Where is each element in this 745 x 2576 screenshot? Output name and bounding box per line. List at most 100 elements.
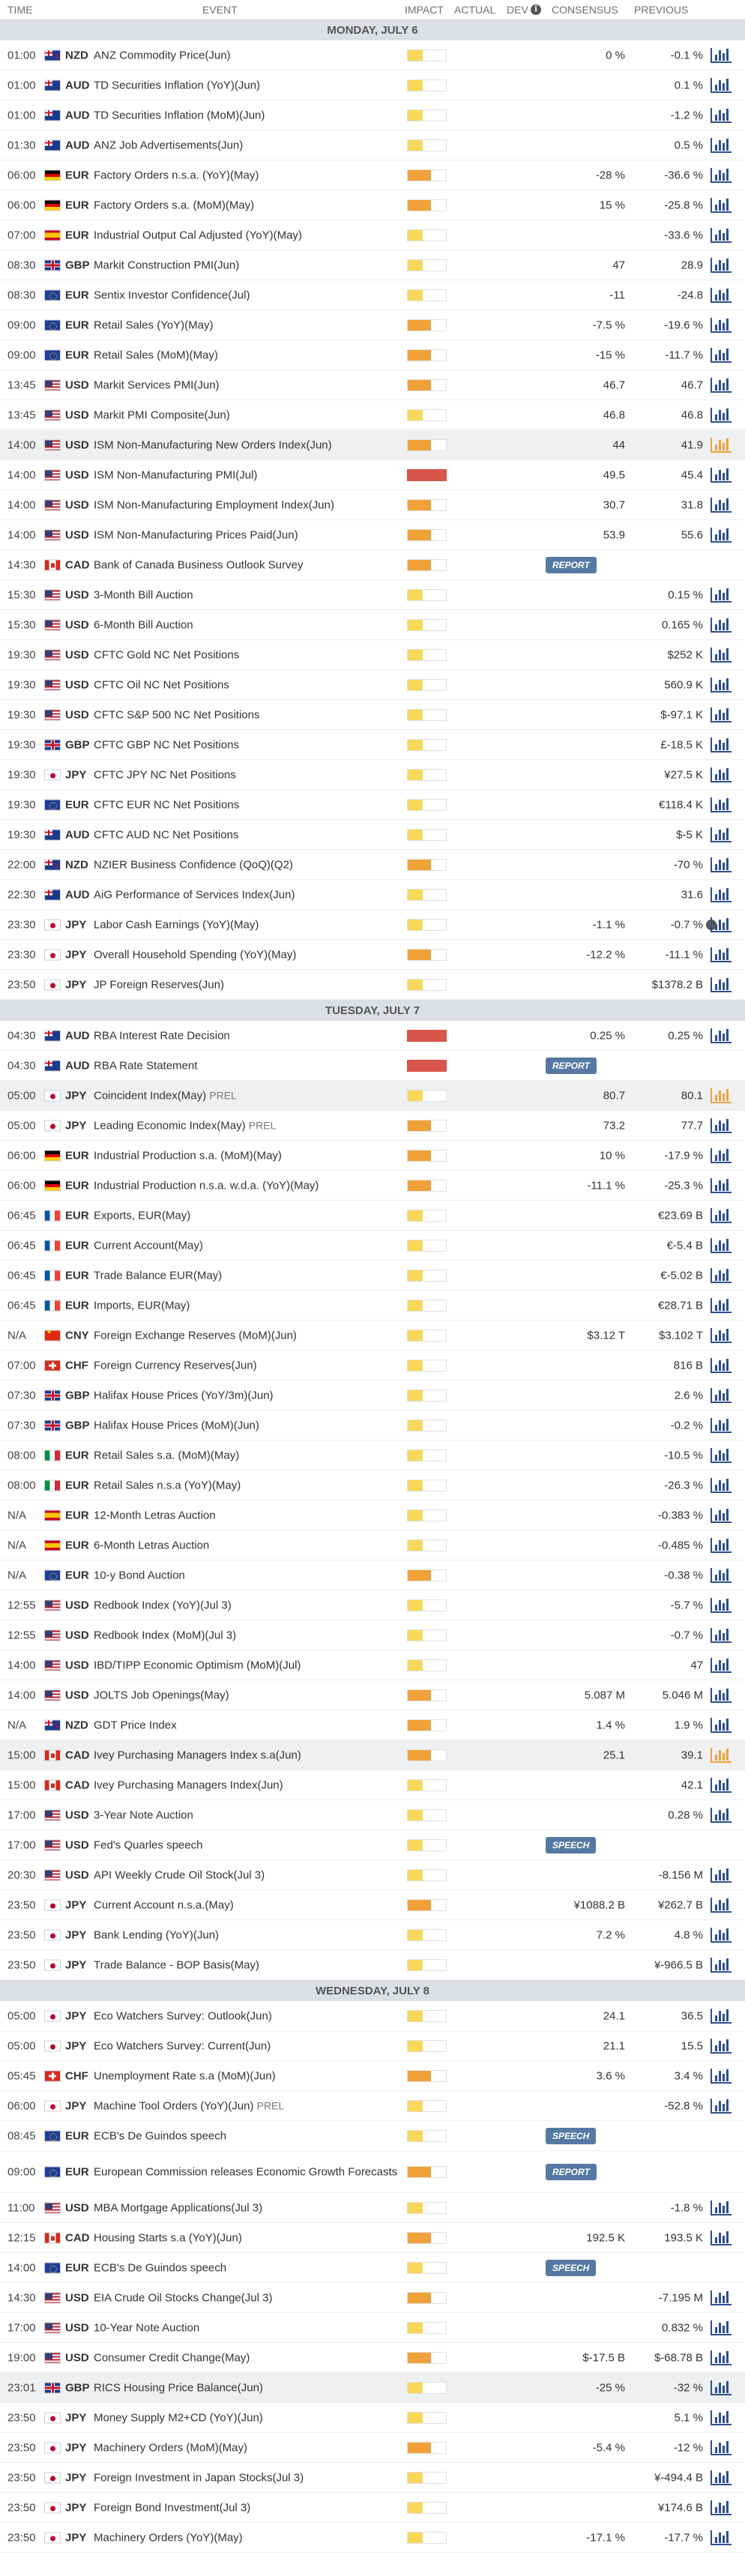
chart-icon[interactable] (710, 647, 732, 663)
event-name[interactable]: CFTC JPY NC Net Positions (94, 767, 401, 782)
event-name[interactable]: Eco Watchers Survey: Current(Jun) (94, 2039, 401, 2053)
event-name[interactable]: Trade Balance - BOP Basis(May) (94, 1958, 401, 1972)
table-row[interactable]: 14:30 USD EIA Crude Oil Stocks Change(Jul … (0, 2283, 745, 2313)
event-name[interactable]: Factory Orders n.s.a. (YoY)(May) (94, 168, 401, 182)
event-name[interactable]: Labor Cash Earnings (YoY)(May) (94, 917, 401, 932)
chart-icon[interactable] (710, 1297, 732, 1314)
table-row[interactable]: 04:30 AUD RBA Interest Rate Decision 0.25 %… (0, 1021, 745, 1051)
chart-icon[interactable] (710, 1627, 732, 1644)
chart-icon[interactable] (710, 137, 732, 154)
event-name[interactable]: Bank Lending (YoY)(Jun) (94, 1928, 401, 1942)
event-name[interactable]: IBD/TIPP Economic Optimism (MoM)(Jul) (94, 1658, 401, 1672)
table-row[interactable]: N/A EUR 12-Month Letras Auction -0.383 % (0, 1500, 745, 1530)
chart-icon[interactable] (710, 2008, 732, 2024)
event-name[interactable]: EIA Crude Oil Stocks Change(Jul 3) (94, 2290, 401, 2305)
event-name[interactable]: Ivey Purchasing Managers Index s.a(Jun) (94, 1748, 401, 1762)
table-row[interactable]: 08:00 EUR Retail Sales n.s.a (YoY)(May) -26… (0, 1471, 745, 1500)
event-name[interactable]: Imports, EUR(May) (94, 1298, 401, 1312)
table-row[interactable]: 23:30 JPY Overall Household Spending (YoY)… (0, 940, 745, 970)
chart-icon[interactable] (710, 1028, 732, 1044)
event-name[interactable]: 3-Year Note Auction (94, 1808, 401, 1822)
table-row[interactable]: 08:45 EUR ECB's De Guindos speech SPEECH (0, 2121, 745, 2151)
chart-icon[interactable] (710, 1867, 732, 1883)
event-name[interactable]: Redbook Index (YoY)(Jul 3) (94, 1598, 401, 1612)
chart-icon[interactable] (710, 677, 732, 693)
table-row[interactable]: 07:00 CHF Foreign Currency Reserves(Jun) 81… (0, 1351, 745, 1381)
table-row[interactable]: 23:50 JPY Machinery Orders (YoY)(May) -17.1… (0, 2523, 745, 2553)
table-row[interactable]: 01:00 AUD TD Securities Inflation (MoM)(Ju… (0, 100, 745, 130)
chart-icon[interactable] (710, 1237, 732, 1254)
event-name[interactable]: RBA Rate Statement (94, 1058, 401, 1073)
event-name[interactable]: Foreign Exchange Reserves (MoM)(Jun) (94, 1328, 401, 1342)
event-name[interactable]: ISM Non-Manufacturing Prices Paid(Jun) (94, 528, 401, 542)
event-name[interactable]: Leading Economic Index(May) PREL (94, 1118, 401, 1132)
table-row[interactable]: 23:50 JPY Trade Balance - BOP Basis(May) ¥-… (0, 1950, 745, 1980)
table-row[interactable]: 19:30 USD CFTC Oil NC Net Positions 560.9 K (0, 670, 745, 700)
table-row[interactable]: N/A CNY Foreign Exchange Reserves (MoM)(Ju… (0, 1321, 745, 1351)
chart-icon[interactable] (710, 587, 732, 603)
table-row[interactable]: 08:30 EUR Sentix Investor Confidence(Jul) -… (0, 280, 745, 310)
table-row[interactable]: 01:00 AUD TD Securities Inflation (YoY)(Ju… (0, 70, 745, 100)
table-row[interactable]: 05:00 JPY Eco Watchers Survey: Current(Jun… (0, 2031, 745, 2061)
chart-icon[interactable] (710, 2200, 732, 2216)
table-row[interactable]: 06:00 EUR Industrial Production n.s.a. w.d… (0, 1171, 745, 1201)
chart-icon[interactable] (710, 2230, 732, 2246)
table-row[interactable]: 06:45 EUR Trade Balance EUR(May) €-5.02 B (0, 1261, 745, 1291)
event-name[interactable]: 6-Month Bill Auction (94, 618, 401, 632)
event-name[interactable]: ISM Non-Manufacturing PMI(Jul) (94, 468, 401, 482)
table-row[interactable]: 19:30 USD CFTC S&P 500 NC Net Positions $-9… (0, 700, 745, 730)
event-name[interactable]: Trade Balance EUR(May) (94, 1268, 401, 1282)
chart-icon[interactable] (710, 467, 732, 483)
table-row[interactable]: 20:30 USD API Weekly Crude Oil Stock(Jul 3… (0, 1860, 745, 1890)
table-row[interactable]: N/A EUR 6-Month Letras Auction -0.485 % (0, 1530, 745, 1560)
speech-badge[interactable]: SPEECH (546, 1836, 597, 1853)
table-row[interactable]: 17:00 USD Fed's Quarles speech SPEECH (0, 1830, 745, 1860)
table-row[interactable]: 08:30 GBP Markit Construction PMI(Jun) 47 28… (0, 250, 745, 280)
table-row[interactable]: 01:00 NZD ANZ Commodity Price(Jun) 0 % -0.1 … (0, 40, 745, 70)
event-name[interactable]: Foreign Currency Reserves(Jun) (94, 1358, 401, 1372)
chart-icon[interactable] (710, 47, 732, 64)
chart-icon[interactable] (710, 2290, 732, 2306)
event-name[interactable]: Foreign Investment in Japan Stocks(Jul 3… (94, 2470, 401, 2485)
event-name[interactable]: Halifax House Prices (YoY/3m)(Jun) (94, 1388, 401, 1402)
table-row[interactable]: 15:30 USD 6-Month Bill Auction 0.165 % (0, 610, 745, 640)
event-name[interactable]: CFTC S&P 500 NC Net Positions (94, 708, 401, 722)
table-row[interactable]: 05:00 JPY Coincident Index(May) PREL 80.7 80… (0, 1081, 745, 1111)
event-name[interactable]: 10-y Bond Auction (94, 1568, 401, 1582)
table-row[interactable]: 23:50 JPY Foreign Investment in Japan Stoc… (0, 2463, 745, 2493)
event-name[interactable]: TD Securities Inflation (YoY)(Jun) (94, 78, 401, 92)
chart-icon[interactable] (710, 1267, 732, 1284)
chart-icon[interactable] (710, 1717, 732, 1734)
table-row[interactable]: 14:00 USD ISM Non-Manufacturing Employment… (0, 490, 745, 520)
chart-icon[interactable] (710, 317, 732, 334)
table-row[interactable]: 19:30 EUR CFTC EUR NC Net Positions €118.4 … (0, 790, 745, 820)
table-row[interactable]: 14:00 USD ISM Non-Manufacturing New Orders… (0, 430, 745, 460)
chart-icon[interactable] (710, 2068, 732, 2084)
table-row[interactable]: 22:00 NZD NZIER Business Confidence (QoQ)(… (0, 850, 745, 880)
table-row[interactable]: 15:00 CAD Ivey Purchasing Managers Index(J… (0, 1770, 745, 1800)
event-name[interactable]: Fed's Quarles speech (94, 1838, 401, 1852)
chart-icon[interactable] (710, 437, 732, 453)
chart-icon[interactable] (710, 77, 732, 94)
table-row[interactable]: 12:15 CAD Housing Starts s.a (YoY)(Jun) 192… (0, 2223, 745, 2253)
info-icon[interactable]: i (531, 4, 541, 15)
table-row[interactable]: 15:30 USD 3-Month Bill Auction 0.15 % (0, 580, 745, 610)
chart-icon[interactable] (710, 1117, 732, 1134)
event-name[interactable]: Redbook Index (MoM)(Jul 3) (94, 1628, 401, 1642)
table-row[interactable]: N/A NZD GDT Price Index 1.4 % 1.9 % (0, 1710, 745, 1740)
chart-icon[interactable] (710, 1957, 732, 1973)
chart-icon[interactable] (710, 1537, 732, 1554)
chart-icon[interactable] (710, 1207, 732, 1224)
table-row[interactable]: 06:00 EUR Factory Orders s.a. (MoM)(May) 15… (0, 190, 745, 220)
chart-icon[interactable] (710, 1417, 732, 1434)
event-name[interactable]: ECB's De Guindos speech (94, 2129, 401, 2143)
chart-icon[interactable] (710, 1387, 732, 1404)
chart-icon[interactable] (710, 497, 732, 513)
speech-badge[interactable]: SPEECH (546, 2259, 597, 2276)
table-row[interactable]: 09:00 EUR Retail Sales (YoY)(May) -7.5 % -19… (0, 310, 745, 340)
table-row[interactable]: 19:30 JPY CFTC JPY NC Net Positions ¥27.5 K (0, 760, 745, 790)
event-name[interactable]: Machine Tool Orders (YoY)(Jun) PREL (94, 2099, 401, 2113)
chart-icon[interactable] (710, 2410, 732, 2426)
table-row[interactable]: 19:30 GBP CFTC GBP NC Net Positions £-18.5 … (0, 730, 745, 760)
table-row[interactable]: 15:00 CAD Ivey Purchasing Managers Index s… (0, 1740, 745, 1770)
